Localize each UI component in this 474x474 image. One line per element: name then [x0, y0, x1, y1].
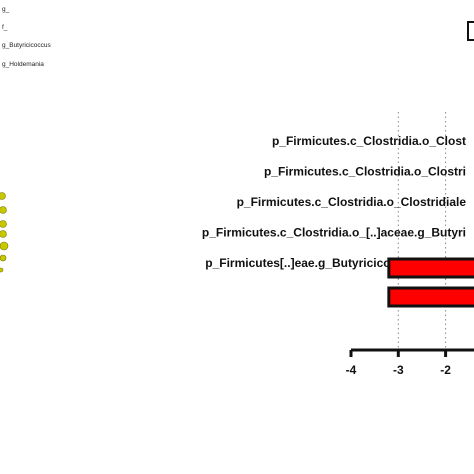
bar-label: p_Firmicutes.c_Clostridia.o_Clost	[272, 134, 466, 148]
bar-label: p_Firmicutes.c_Clostridia.o_Clostridiale	[237, 195, 467, 209]
cladogram-dot	[0, 220, 7, 228]
x-tick-label: -2	[440, 363, 451, 377]
bar	[387, 286, 474, 308]
cladogram-dot	[0, 230, 7, 238]
bar-label: p_Firmicutes.c_Clostridia.o_[..]aceae.g_…	[202, 226, 466, 240]
bar-label: p_Firmicutes.c_Clostridia.o_Clostri	[264, 165, 466, 179]
legend: g_ f_ g_Butyricicoccus g_Holdemania	[2, 6, 52, 68]
cladogram-dot	[0, 241, 9, 251]
bar	[387, 257, 474, 279]
cladogram-dot	[0, 267, 4, 273]
x-axis: -4 -3 -2	[346, 348, 474, 377]
cladogram-dots	[0, 192, 9, 273]
cladogram-dot	[0, 254, 7, 262]
bars	[387, 257, 474, 308]
legend-item: f_	[2, 24, 8, 31]
legend-item: g_Butyricicoccus	[2, 42, 52, 49]
x-tick-label: -3	[393, 363, 404, 377]
grid-lines	[397, 112, 447, 350]
legend-item: g_	[2, 6, 10, 13]
cladogram-dot	[0, 192, 6, 200]
legend-box-fragment	[467, 21, 474, 41]
legend-item: g_Holdemania	[2, 61, 44, 68]
bar-labels: p_Firmicutes.c_Clostridia.o_Clost p_Firmi…	[202, 134, 466, 270]
cladogram-dot	[0, 206, 7, 214]
x-tick-label: -4	[346, 363, 357, 377]
